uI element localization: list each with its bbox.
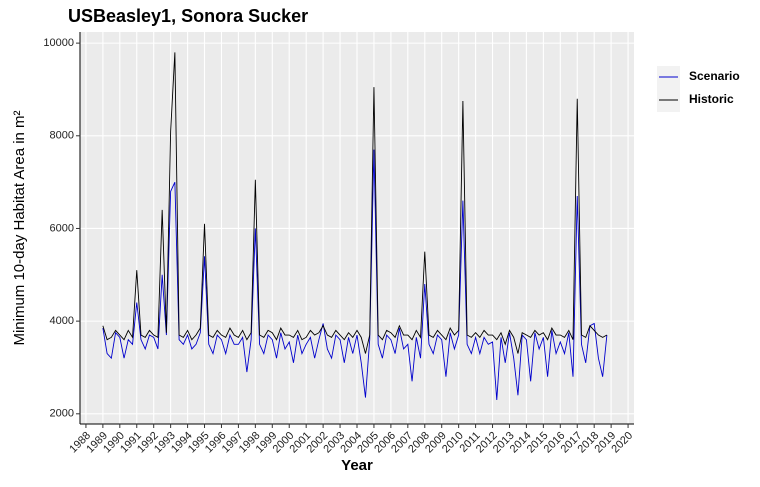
y-tick-label: 2000	[50, 408, 74, 420]
y-tick-label: 6000	[50, 222, 74, 234]
y-axis-label: Minimum 10-day Habitat Area in m²	[11, 110, 28, 345]
series-line	[102, 52, 608, 354]
legend-label: Historic	[689, 92, 734, 106]
y-tick-label: 4000	[50, 315, 74, 327]
x-axis-label: Year	[341, 457, 373, 474]
legend-label: Scenario	[689, 69, 740, 83]
series-line	[102, 149, 608, 400]
y-tick-label: 8000	[50, 130, 74, 142]
y-tick-label: 10000	[43, 37, 74, 49]
chart-title: USBeasley1, Sonora Sucker	[68, 6, 308, 26]
